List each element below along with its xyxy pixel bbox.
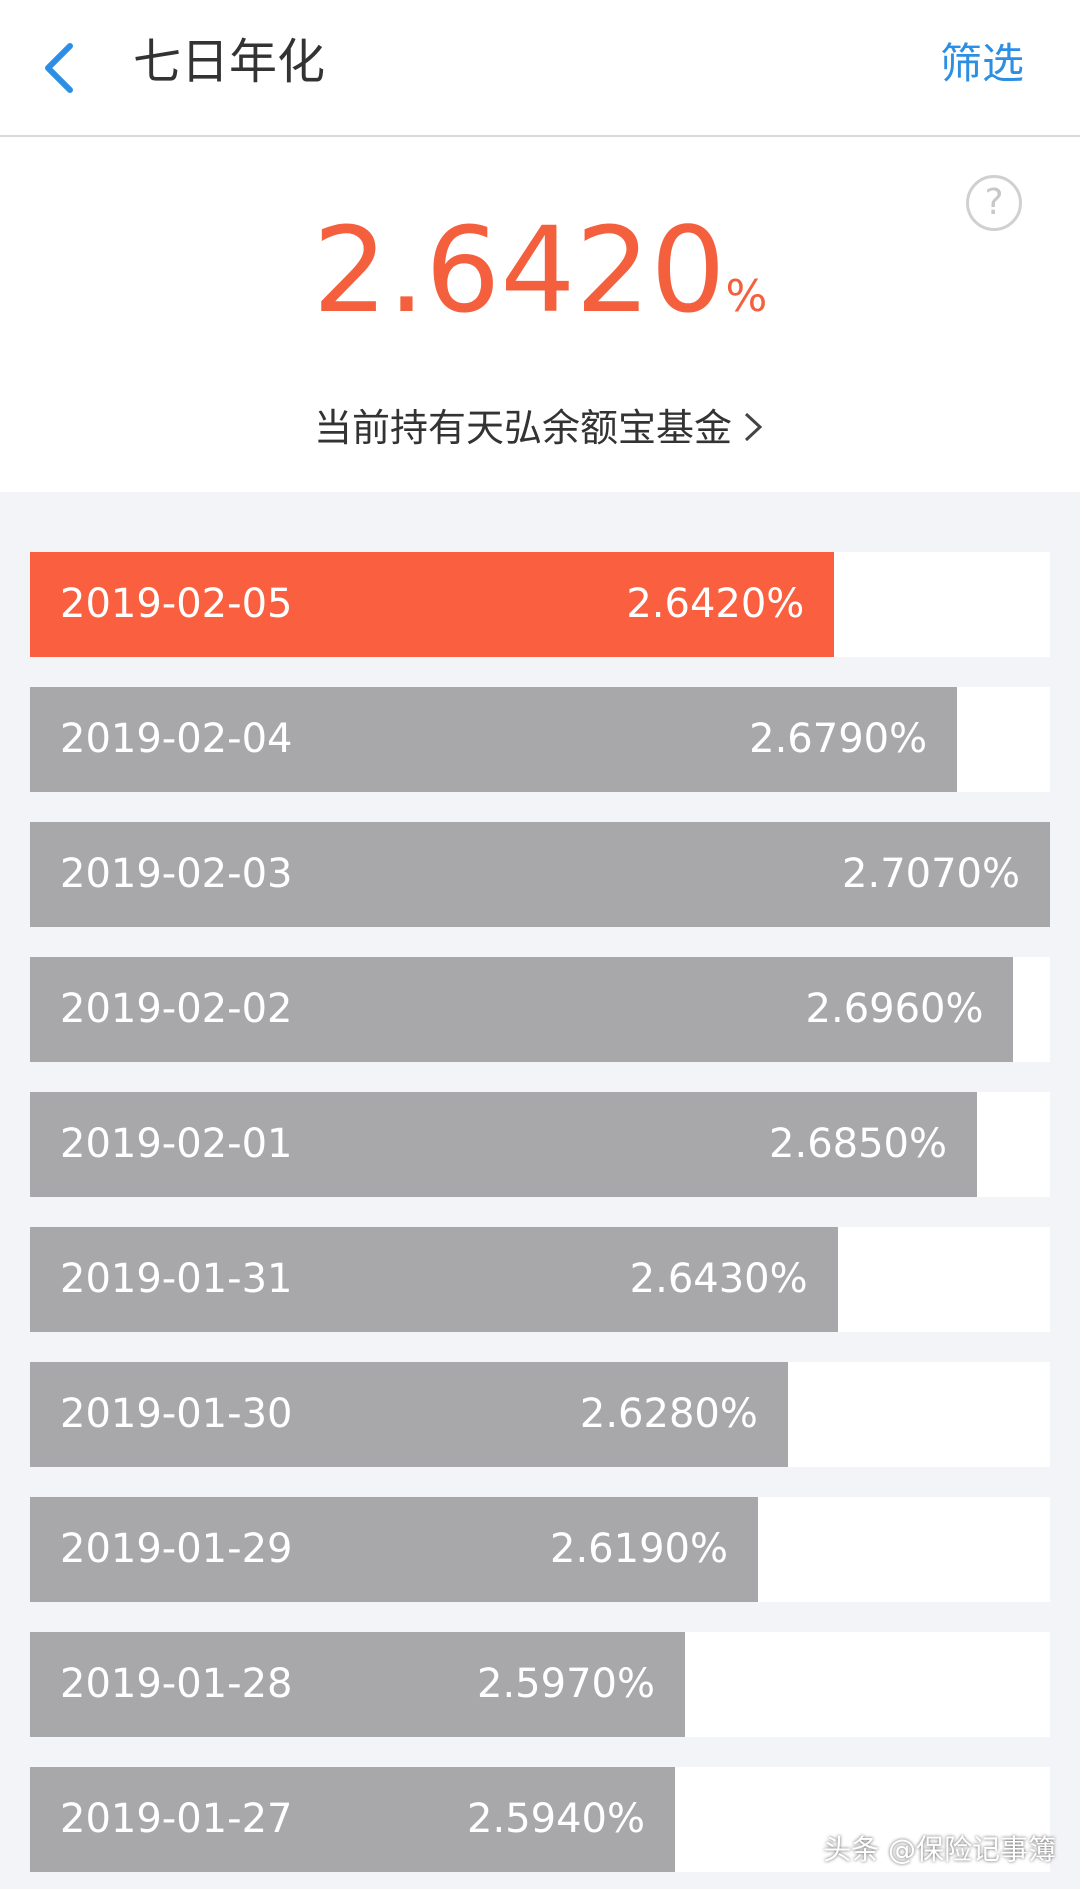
bar <box>30 1497 758 1602</box>
divider <box>0 135 1080 137</box>
bar-track: 2019-02-03 2.7070% <box>30 822 1050 927</box>
rate-value: 2.6420 <box>312 201 726 339</box>
fund-link-text: 当前持有天弘余额宝基金 <box>313 406 732 450</box>
date-label: 2019-02-02 <box>60 986 293 1032</box>
bar <box>30 687 958 792</box>
value-label: 2.6430% <box>629 1256 808 1302</box>
filter-button[interactable]: 筛选 <box>939 39 1024 88</box>
fund-link[interactable]: 当前持有天弘余额宝基金 <box>0 402 1080 454</box>
bar <box>30 1362 788 1467</box>
date-label: 2019-01-30 <box>60 1391 293 1437</box>
help-icon[interactable]: ? <box>966 175 1022 231</box>
value-label: 2.5970% <box>477 1661 655 1707</box>
date-label: 2019-02-04 <box>60 716 293 762</box>
bar-track: 2019-01-27 2.5940% <box>30 1767 1050 1872</box>
bar <box>30 822 1050 927</box>
value-label: 2.7070% <box>842 851 1020 897</box>
date-label: 2019-01-28 <box>60 1661 293 1707</box>
bar-track: 2019-02-04 2.6790% <box>30 687 1050 792</box>
bar-track: 2019-01-28 2.5970% <box>30 1632 1050 1737</box>
bar-track: 2019-02-05 2.6420% <box>30 552 1050 657</box>
bar-track: 2019-01-31 2.6430% <box>30 1227 1050 1332</box>
value-label: 2.6190% <box>550 1526 728 1572</box>
date-label: 2019-02-03 <box>60 851 293 897</box>
date-label: 2019-01-29 <box>60 1526 293 1572</box>
date-label: 2019-01-27 <box>60 1796 293 1842</box>
rate-unit: % <box>725 271 768 322</box>
watermark: 头条 @保险记事簿 <box>823 1833 1056 1866</box>
current-rate: 2.6420% <box>0 205 1080 371</box>
bar <box>30 957 1014 1062</box>
bar <box>30 1632 685 1737</box>
bar <box>30 1092 977 1197</box>
value-label: 2.5940% <box>467 1796 645 1842</box>
page-title: 七日年化 <box>133 34 326 90</box>
bar-track: 2019-01-29 2.6190% <box>30 1497 1050 1602</box>
value-label: 2.6850% <box>769 1121 947 1167</box>
bar <box>30 1227 838 1332</box>
bar-track: 2019-02-02 2.6960% <box>30 957 1050 1062</box>
bar <box>30 552 835 657</box>
chevron <box>744 412 763 442</box>
value-label: 2.6420% <box>626 581 805 627</box>
rate-list: 2019-02-05 2.6420% 2019-02-04 2.6790% 2019-0… <box>0 492 1080 1889</box>
value-label: 2.6790% <box>749 716 928 762</box>
back-button[interactable] <box>40 40 80 96</box>
value-label: 2.6280% <box>579 1391 758 1437</box>
summary-panel: 七日年化 筛选 ? 2.6420% 当前持有天弘余额宝基金 <box>0 0 1080 492</box>
value-label: 2.6960% <box>805 986 984 1032</box>
date-label: 2019-02-05 <box>60 581 293 627</box>
bar <box>30 1767 675 1872</box>
bar-track: 2019-02-01 2.6850% <box>30 1092 1050 1197</box>
date-label: 2019-02-01 <box>60 1121 293 1167</box>
date-label: 2019-01-31 <box>60 1256 293 1302</box>
bar-track: 2019-01-30 2.6280% <box>30 1362 1050 1467</box>
